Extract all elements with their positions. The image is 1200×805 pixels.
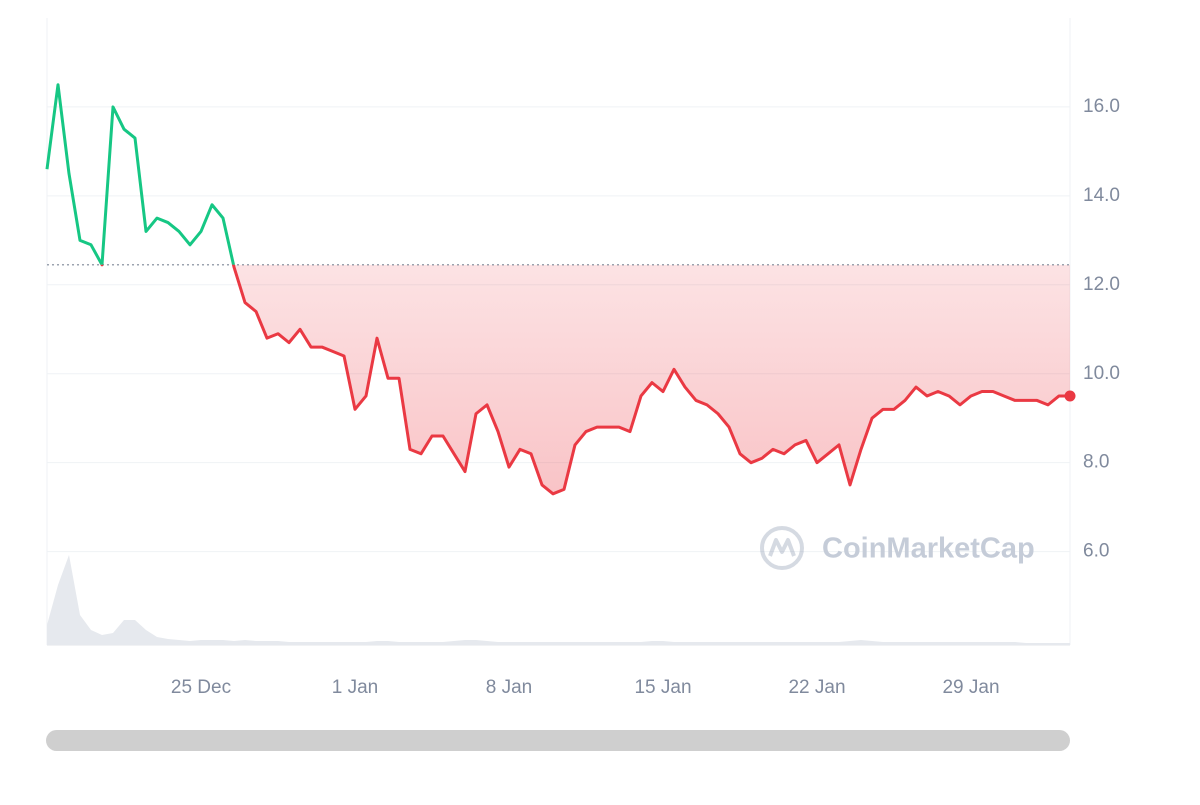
last-point	[1064, 390, 1076, 402]
x-tick-label: 22 Jan	[788, 677, 845, 698]
y-tick-label: 6.0	[1083, 541, 1109, 562]
plot: 6.0 8.0 10.0 12.0 14.0 16.0 25 Dec 1 Jan 8 Jan 15…	[45, 18, 1120, 698]
price-line-up	[45, 83, 236, 265]
y-tick-label: 8.0	[1083, 452, 1109, 473]
y-tick-label: 12.0	[1083, 274, 1120, 295]
y-tick-label: 14.0	[1083, 185, 1120, 206]
watermark: CoinMarketCap	[822, 533, 1035, 565]
scrollbar[interactable]	[46, 730, 1070, 751]
watermark-logo	[760, 526, 804, 570]
x-tick-label: 15 Jan	[634, 677, 691, 698]
volume-area	[47, 555, 1070, 645]
area-below	[47, 264, 1070, 494]
x-tick-label: 1 Jan	[332, 677, 378, 698]
x-tick-label: 25 Dec	[171, 677, 231, 698]
price-line-down	[100, 264, 1070, 496]
x-tick-label: 29 Jan	[942, 677, 999, 698]
x-tick-label: 8 Jan	[486, 677, 532, 698]
y-tick-label: 16.0	[1083, 96, 1120, 117]
y-tick-label: 10.0	[1083, 363, 1120, 384]
